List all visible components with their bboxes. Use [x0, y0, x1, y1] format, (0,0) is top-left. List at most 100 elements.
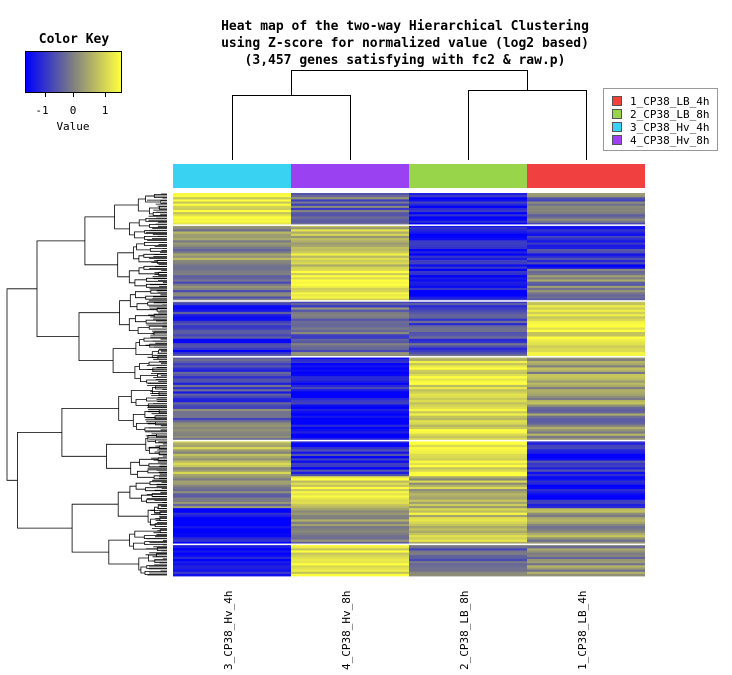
heatmap-cell [291, 420, 409, 423]
heatmap-cell [173, 391, 291, 394]
heatmap-cell [173, 526, 291, 529]
heatmap-cell [409, 363, 527, 366]
heatmap-cell [527, 369, 645, 373]
heatmap-cell [173, 369, 291, 373]
heatmap-cell [409, 369, 527, 373]
heatmap-cell [527, 235, 645, 239]
heatmap-cell [291, 495, 409, 498]
heatmap-cell [291, 442, 409, 446]
heatmap-cell [409, 281, 527, 285]
heatmap-cell [527, 456, 645, 459]
heatmap-cell [291, 253, 409, 257]
heatmap-cell [173, 514, 291, 518]
heatmap-cell [173, 287, 291, 291]
heatmap-cell [291, 229, 409, 232]
heatmap-cell [291, 491, 409, 494]
heatmap-cell [409, 349, 527, 353]
heatmap-cell [291, 469, 409, 473]
heatmap-cell [527, 424, 645, 428]
heatmap-cell [527, 476, 645, 479]
heatmap-cell [291, 451, 409, 455]
heatmap-cell [409, 569, 527, 573]
heatmap-cell [173, 334, 291, 337]
heatmap-cell [409, 287, 527, 291]
heatmap-cell [173, 552, 291, 556]
heatmap-cell [173, 212, 291, 215]
heatmap-cell [409, 442, 527, 446]
heatmap-cell [409, 440, 527, 443]
heatmap-cell [409, 567, 527, 571]
heatmap-cell [409, 393, 527, 397]
heatmap-cell [527, 332, 645, 335]
heatmap-cell [527, 493, 645, 496]
heatmap-cell [291, 435, 409, 439]
heatmap-cell [409, 391, 527, 394]
heatmap-cell [173, 224, 291, 228]
heatmap-cell [527, 275, 645, 278]
color-key: Color Key -1 0 1 Value [18, 30, 130, 133]
heatmap-cell [291, 329, 409, 333]
legend-item-label: 3_CP38_Hv_4h [630, 121, 710, 134]
heatmap-cell [409, 517, 527, 520]
heatmap-cell [173, 300, 291, 304]
heatmap-cell [409, 358, 527, 362]
heatmap-cell [173, 316, 291, 319]
heatmap-cell [291, 195, 409, 198]
heatmap-cell [409, 201, 527, 205]
heatmap-cell [527, 285, 645, 289]
heatmap-cell [409, 249, 527, 252]
heatmap-cell [173, 242, 291, 246]
heatmap-cell [527, 556, 645, 560]
heatmap-cell [291, 242, 409, 246]
heatmap-cell [173, 380, 291, 384]
heatmap-cell [291, 548, 409, 551]
heatmap-cell [527, 469, 645, 473]
heatmap-cell [527, 216, 645, 219]
heatmap-cell [291, 484, 409, 488]
heatmap-cell [409, 242, 527, 246]
heatmap-cell [527, 491, 645, 494]
heatmap-cell [409, 467, 527, 470]
heatmap-cell [409, 497, 527, 501]
heatmap-cell [409, 307, 527, 311]
heatmap-cell [527, 431, 645, 435]
column-label: 4_CP38_Hv_8h [340, 590, 353, 670]
heatmap-cell [527, 395, 645, 399]
heatmap-cell [409, 397, 527, 401]
heatmap-cell [409, 501, 527, 505]
heatmap-cell [527, 320, 645, 324]
heatmap-cell [291, 311, 409, 315]
heatmap-cell [291, 569, 409, 573]
heatmap-cell [409, 402, 527, 405]
heatmap-cell [527, 571, 645, 575]
heatmap-cell [527, 224, 645, 228]
heatmap-cell [409, 417, 527, 421]
heatmap-cell [527, 195, 645, 198]
color-key-value-label: Value [56, 120, 90, 133]
heatmap-cell [173, 318, 291, 322]
heatmap-cell [409, 290, 527, 293]
heatmap-cell [409, 227, 527, 230]
heatmap-cell [527, 569, 645, 573]
heatmap-cell [173, 442, 291, 446]
heatmap-cell [291, 218, 409, 222]
heatmap-cell [409, 400, 527, 403]
heatmap-cell [527, 242, 645, 246]
heatmap-cell [173, 249, 291, 252]
heatmap-cell [173, 573, 291, 577]
heatmap-cell [527, 435, 645, 439]
heatmap-cell [409, 508, 527, 511]
heatmap-cell [173, 433, 291, 437]
heatmap-cell [291, 238, 409, 241]
heatmap-cell [291, 365, 409, 368]
heatmap-cell [527, 489, 645, 492]
heatmap-cell [527, 501, 645, 505]
heatmap-cell [173, 431, 291, 435]
heatmap-cell [173, 233, 291, 237]
heatmap-cell [173, 201, 291, 205]
heatmap-cell [291, 235, 409, 239]
color-key-label-0: 0 [69, 104, 77, 117]
heatmap-cell [173, 325, 291, 328]
heatmap-cell [291, 447, 409, 450]
heatmap-cell [291, 415, 409, 419]
